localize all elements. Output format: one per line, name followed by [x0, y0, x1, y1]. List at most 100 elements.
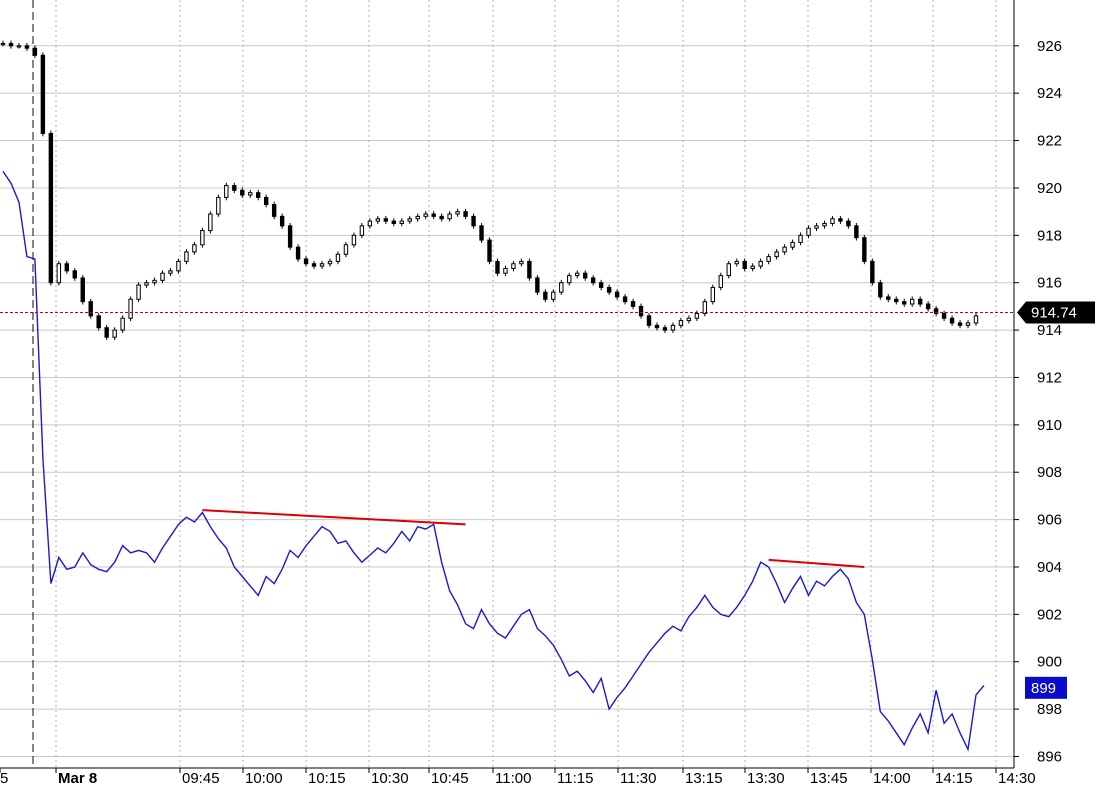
candle-body [383, 218, 389, 222]
candle-body [766, 256, 771, 262]
candle-body [949, 317, 955, 324]
candle-body [104, 327, 109, 338]
y-tick-label: 904 [1037, 559, 1062, 576]
candle-body [335, 253, 341, 262]
candle-body [248, 192, 253, 196]
x-tick-label: 13:30 [747, 770, 785, 785]
candle-body [88, 301, 93, 317]
candle-body [16, 45, 22, 48]
candle-body [439, 215, 444, 220]
candle-body [654, 324, 660, 329]
x-tick-label: 13:15 [685, 770, 723, 785]
candle-body [447, 213, 452, 220]
candle-body [192, 244, 197, 253]
candle-body [583, 272, 588, 279]
candle-body [782, 246, 787, 253]
candle-body [327, 260, 333, 265]
candle-body [957, 322, 963, 326]
candle-body [319, 263, 325, 267]
x-tick-label: 10:45 [431, 770, 469, 785]
candle-body [894, 298, 899, 303]
x-tick-label: 10:00 [245, 770, 283, 785]
candle-body [686, 317, 692, 322]
last-price-badge-label: 914.74 [1031, 305, 1077, 322]
y-tick-label: 916 [1037, 275, 1062, 292]
candle-body [351, 234, 357, 246]
candle-body [359, 225, 365, 236]
candle-body [702, 301, 708, 314]
gridlines [0, 0, 1014, 768]
candle-body [742, 260, 747, 269]
candle-body [678, 320, 684, 326]
candle-body [176, 260, 181, 272]
candle-body [543, 291, 548, 300]
candle-body [263, 196, 269, 206]
candle-body [822, 222, 827, 227]
y-tick-label: 914 [1037, 322, 1062, 339]
candle-body [846, 220, 851, 227]
y-tick-label: 896 [1037, 749, 1062, 766]
candle-body [48, 132, 54, 284]
candle-body [56, 263, 62, 284]
candle-body [638, 305, 644, 317]
x-tick-label: 14:00 [873, 770, 911, 785]
y-tick-label: 898 [1037, 701, 1062, 718]
candle-body [630, 301, 636, 307]
candle-body [750, 265, 755, 269]
y-tick-label: 902 [1037, 606, 1062, 623]
candle-body [303, 258, 309, 265]
divergence-trendline [768, 558, 865, 568]
candle-body [662, 327, 668, 331]
candle-body [64, 263, 70, 272]
candle-body [933, 308, 939, 314]
candle-body [311, 263, 317, 267]
y-tick-label: 912 [1037, 369, 1062, 386]
y-tick-label: 922 [1037, 133, 1062, 150]
candle-body [622, 296, 628, 303]
candle-body [790, 241, 795, 248]
candle-body [551, 291, 556, 300]
candle-body [407, 218, 412, 222]
candle-body [471, 215, 476, 227]
candle-body [391, 220, 396, 224]
candle-body [965, 322, 971, 326]
candle-body [112, 329, 117, 338]
candle-body [463, 211, 468, 217]
candle-body [200, 230, 205, 246]
candle-body [606, 286, 612, 293]
candle-body [415, 215, 420, 220]
last-price-badge [1017, 301, 1095, 324]
candle-body [870, 260, 875, 284]
candle-body [598, 282, 604, 288]
candle-body [519, 260, 524, 265]
candle-body [279, 215, 285, 227]
y-tick-label: 924 [1037, 85, 1062, 102]
candle-body [240, 189, 245, 196]
y-tick-label: 910 [1037, 417, 1062, 434]
candle-body [128, 298, 133, 319]
x-tick-label: 11:15 [557, 770, 593, 785]
candle-body [455, 211, 460, 215]
candle-body [567, 275, 572, 284]
candle-body [774, 251, 779, 258]
candle-body [527, 260, 532, 279]
candle-body [224, 185, 229, 198]
candle-body [535, 277, 540, 293]
candle-body [431, 213, 436, 217]
candle-body [503, 267, 508, 274]
y-tick-label: 900 [1037, 654, 1062, 671]
candle-body [160, 272, 165, 281]
y-tick-label: 918 [1037, 227, 1062, 244]
candle-body [375, 218, 381, 222]
candle-body [694, 312, 700, 319]
indicator-value-badge [1025, 676, 1067, 699]
candle-body [559, 282, 564, 293]
candle-body [838, 218, 843, 222]
candle-body [734, 260, 739, 265]
series-layer [0, 40, 985, 752]
candle-body [256, 192, 261, 198]
x-tick-label: 11:00 [495, 770, 531, 785]
candle-body [495, 260, 500, 274]
indicator-value-badge-label: 899 [1031, 680, 1056, 697]
